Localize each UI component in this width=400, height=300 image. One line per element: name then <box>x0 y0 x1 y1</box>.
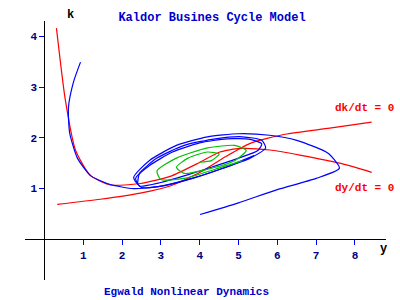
svg-text:2: 2 <box>119 250 126 262</box>
svg-text:2: 2 <box>31 133 38 145</box>
svg-text:5: 5 <box>235 250 242 262</box>
svg-text:dy/dt = 0: dy/dt = 0 <box>335 182 394 194</box>
svg-text:Kaldor Busines Cycle Model: Kaldor Busines Cycle Model <box>118 11 305 25</box>
svg-text:3: 3 <box>31 82 38 94</box>
svg-text:1: 1 <box>80 250 87 262</box>
svg-text:dk/dt = 0: dk/dt = 0 <box>335 102 394 114</box>
svg-text:1: 1 <box>31 183 38 195</box>
svg-text:7: 7 <box>313 250 320 262</box>
svg-text:8: 8 <box>352 250 359 262</box>
svg-text:4: 4 <box>196 250 203 262</box>
svg-text:Egwald Nonlinear Dynamics: Egwald Nonlinear Dynamics <box>104 286 269 298</box>
svg-text:k: k <box>67 8 74 22</box>
svg-text:4: 4 <box>31 31 38 43</box>
svg-text:y: y <box>380 242 387 256</box>
svg-text:3: 3 <box>158 250 165 262</box>
svg-text:6: 6 <box>274 250 281 262</box>
